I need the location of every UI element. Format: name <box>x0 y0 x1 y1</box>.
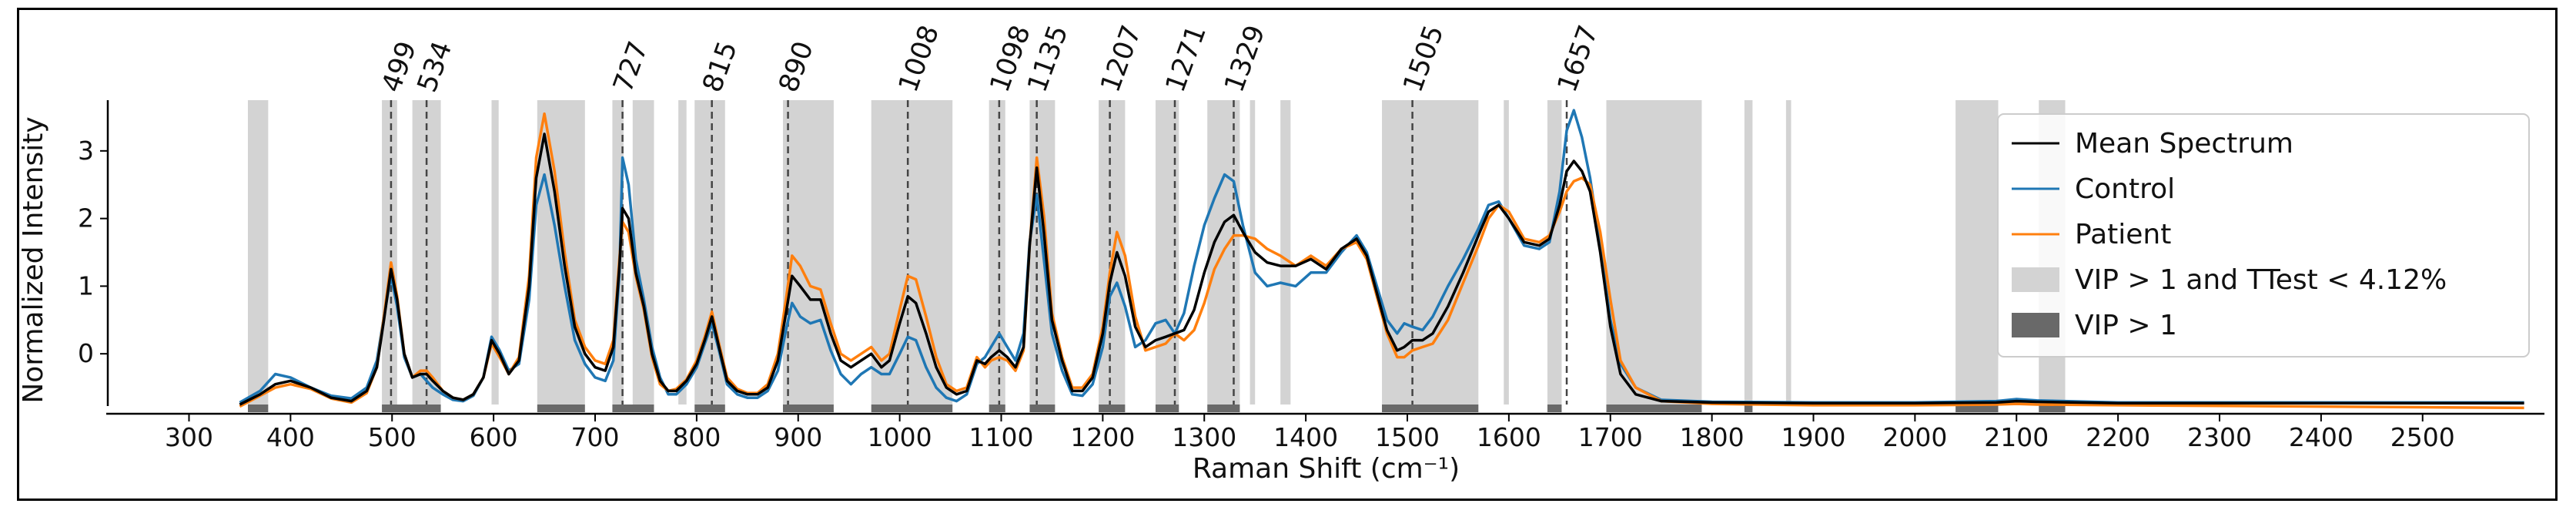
vip-region-bar <box>1099 405 1126 412</box>
vip-ttest-region <box>678 100 687 405</box>
x-tick-label: 2000 <box>1882 422 1947 452</box>
figure-frame <box>17 8 2558 501</box>
vip-ttest-region <box>1606 100 1702 405</box>
vip-region-bar <box>782 405 834 412</box>
vip-ttest-region <box>1382 100 1479 405</box>
vip-ttest-region <box>1785 100 1791 405</box>
y-tick-label: 2 <box>78 203 94 233</box>
x-tick-label: 400 <box>266 422 315 452</box>
legend: Mean Spectrum Control Patient VIP > 1 an… <box>1997 113 2530 358</box>
vip-ttest-region <box>1280 100 1291 405</box>
vip-ttest-region <box>1744 100 1753 405</box>
x-tick-label: 2200 <box>2086 422 2150 452</box>
vip-region-bar <box>382 405 441 412</box>
vip-ttest-region <box>537 100 585 405</box>
vip-region-bar <box>1744 405 1753 412</box>
y-tick-label: 0 <box>78 338 94 368</box>
x-tick-label: 1000 <box>868 422 932 452</box>
peak-label: 890 <box>773 38 819 96</box>
legend-label-control: Control <box>2075 173 2175 205</box>
vip-region-bar <box>1382 405 1479 412</box>
x-tick-label: 300 <box>165 422 213 452</box>
vip-region-bar <box>1547 405 1562 412</box>
x-tick-label: 2100 <box>1984 422 2049 452</box>
legend-box <box>1997 113 2530 358</box>
significance-regions <box>247 100 2066 412</box>
vip-ttest-region <box>871 100 953 405</box>
vip-region-bar <box>1207 405 1240 412</box>
peak-label: 1008 <box>893 22 945 96</box>
peak-label: 1329 <box>1219 22 1271 96</box>
x-tick-label: 1600 <box>1477 422 1541 452</box>
vip-ttest-region <box>491 100 499 405</box>
vip-region-bar <box>989 405 1005 412</box>
vip-ttest-region <box>247 100 269 405</box>
vip-region-bar <box>537 405 585 412</box>
vip-region-bar <box>2039 405 2066 412</box>
x-tick-label: 1500 <box>1375 422 1440 452</box>
peak-label: 1271 <box>1160 22 1213 96</box>
vip-ttest-region <box>1099 100 1126 405</box>
x-tick-label: 700 <box>571 422 620 452</box>
vip-ttest-region <box>1547 100 1562 405</box>
peak-label: 1207 <box>1095 22 1147 96</box>
peak-label: 1505 <box>1397 22 1450 96</box>
vip-ttest-region <box>989 100 1005 405</box>
vip-region-bar <box>871 405 953 412</box>
vip-region-bar <box>694 405 725 412</box>
vip-ttest-region <box>1250 100 1256 405</box>
y-axis-label: Normalized Intensity <box>18 116 49 403</box>
legend-label-patient: Patient <box>2075 219 2171 250</box>
vip-region-bar <box>612 405 654 412</box>
x-tick-label: 2500 <box>2390 422 2455 452</box>
peak-label: 1657 <box>1552 22 1604 96</box>
x-tick-label: 2300 <box>2187 422 2252 452</box>
x-axis-label: Raman Shift (cm⁻¹) <box>1193 453 1460 485</box>
legend-label-vip-ttest: VIP > 1 and TTest < 4.12% <box>2075 264 2447 296</box>
legend-label-mean: Mean Spectrum <box>2075 128 2293 159</box>
vip-ttest-region <box>382 100 397 405</box>
vip-ttest-region <box>1955 100 1999 405</box>
vip-region-bar <box>1606 405 1702 412</box>
vip-region-bar <box>1155 405 1179 412</box>
mean-spectrum-line <box>239 133 2524 406</box>
x-tick-label: 1800 <box>1680 422 1745 452</box>
x-tick-label: 1100 <box>969 422 1034 452</box>
vip-region-bar <box>247 405 269 412</box>
x-tick-label: 1900 <box>1781 422 1846 452</box>
peak-label: 534 <box>412 38 458 96</box>
peak-label: 815 <box>698 38 744 96</box>
legend-swatch-vip-ttest <box>2012 267 2059 292</box>
x-tick-label: 500 <box>368 422 417 452</box>
vip-region-bar <box>1955 405 1999 412</box>
x-tick-label: 1700 <box>1578 422 1643 452</box>
axes: 300 400 500 600 700 800 900 1000 1100 1200 1300 140… <box>78 100 2544 452</box>
x-tick-label: 2400 <box>2289 422 2354 452</box>
y-tick-label: 1 <box>78 270 94 300</box>
peak-label: 727 <box>607 38 654 96</box>
vip-region-bar <box>1029 405 1055 412</box>
x-tick-label: 800 <box>672 422 721 452</box>
x-tick-label: 900 <box>774 422 822 452</box>
x-tick-label: 1200 <box>1070 422 1135 452</box>
legend-swatch-vip <box>2012 313 2059 337</box>
x-tick-label: 1300 <box>1172 422 1236 452</box>
vip-ttest-region <box>1504 100 1509 405</box>
x-tick-label: 1400 <box>1273 422 1338 452</box>
legend-label-vip: VIP > 1 <box>2075 310 2177 341</box>
spectrum-lines <box>239 109 2524 410</box>
vip-ttest-region <box>782 100 834 405</box>
x-tick-label: 600 <box>470 422 518 452</box>
y-tick-label: 3 <box>78 136 94 166</box>
